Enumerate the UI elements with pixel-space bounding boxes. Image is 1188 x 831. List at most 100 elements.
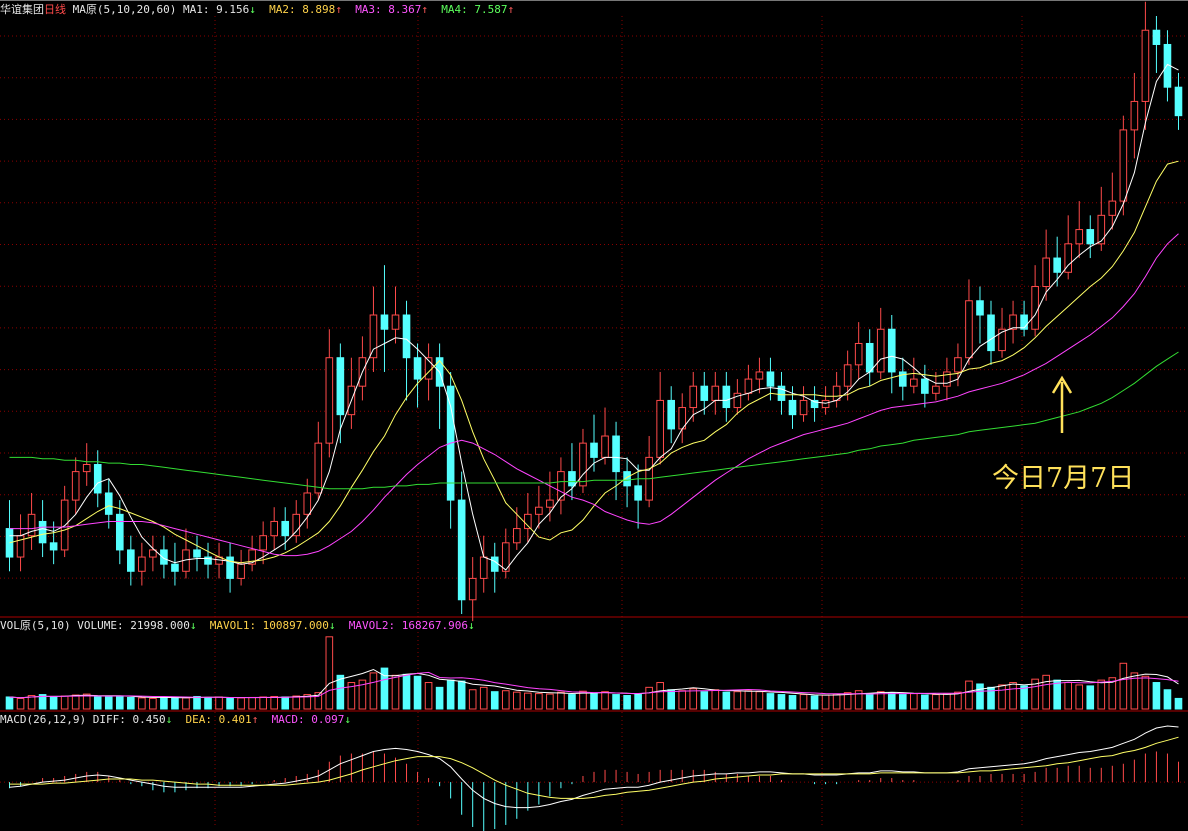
volume-bar — [347, 682, 356, 710]
volume-bar — [435, 686, 444, 710]
macd-header: MACD(26,12,9) DIFF: 0.450↓, DEA: 0.401↑,… — [0, 713, 352, 726]
candle-down — [1174, 86, 1183, 117]
candle-up — [27, 513, 36, 537]
volume-bar — [557, 691, 565, 710]
volume-bar — [678, 690, 687, 710]
volume-bar — [887, 692, 896, 710]
candle-down — [380, 314, 389, 330]
candle-up — [1119, 129, 1128, 202]
candle-down — [226, 556, 234, 579]
candle-down — [490, 556, 499, 572]
candle-up — [303, 492, 312, 515]
candle-down — [204, 556, 212, 565]
volume-bar — [204, 696, 212, 710]
volume-bar — [1163, 689, 1172, 710]
volume-bar — [16, 697, 25, 710]
volume-bar — [821, 694, 830, 710]
volume-bar — [579, 690, 587, 710]
candle-down — [281, 520, 290, 537]
candle-down — [722, 385, 731, 409]
volume-bar — [1152, 682, 1161, 710]
candle-down — [887, 328, 896, 373]
candle-up — [744, 378, 753, 394]
macd-params: MACD(26,12,9) — [0, 713, 87, 726]
volume-bar — [1009, 682, 1017, 710]
candle-up — [1031, 286, 1039, 330]
candle-up — [711, 385, 720, 401]
volume-bar — [259, 696, 267, 710]
candle-down — [115, 513, 124, 551]
volume-bar — [667, 689, 676, 710]
volume-bar — [380, 667, 389, 710]
candle-up — [501, 542, 510, 572]
volume-bar — [149, 697, 157, 710]
volume-arrow: ↓ — [189, 619, 197, 632]
volume-bar — [182, 697, 190, 710]
volume-bar — [898, 694, 907, 710]
volume-bar — [215, 696, 223, 710]
volume-bar — [512, 691, 521, 710]
volume-bar — [1042, 674, 1050, 710]
macd-diff-line — [9, 725, 1179, 809]
candle-down — [766, 371, 775, 387]
volume-bar — [248, 696, 256, 710]
period-label[interactable]: 日线 — [44, 3, 66, 16]
candle-up — [524, 513, 532, 530]
volume-bar — [568, 694, 576, 710]
volume-bar — [1119, 662, 1128, 710]
candle-up — [259, 535, 267, 551]
candle-down — [777, 385, 786, 401]
volume-bar — [237, 697, 245, 710]
volume-bar — [954, 691, 962, 710]
volume-bar — [226, 697, 234, 710]
candle-up — [1009, 314, 1017, 330]
volume-bar — [1097, 679, 1106, 710]
volume-bar — [281, 696, 290, 710]
candle-up — [82, 464, 91, 473]
candle-up — [755, 371, 764, 380]
candle-down — [921, 378, 929, 394]
candle-down — [667, 399, 676, 430]
volume-bar — [325, 636, 334, 710]
candle-up — [854, 342, 863, 366]
candle-down — [898, 371, 907, 387]
candle-up — [369, 314, 378, 359]
volume-bar — [5, 696, 14, 710]
volume-bar — [810, 695, 819, 710]
volume-ma-lines — [9, 668, 1179, 699]
volume-bar — [546, 693, 554, 710]
candle-down — [127, 549, 135, 572]
ma2-arrow: ↑ — [335, 3, 342, 16]
candle-down — [457, 499, 466, 601]
volume-bars — [5, 636, 1183, 710]
ma-line-ma4 — [9, 351, 1179, 490]
volume-bar — [27, 695, 36, 710]
volume-bar — [424, 682, 433, 710]
ma3-arrow: ↑ — [421, 3, 429, 16]
candle-down — [171, 563, 179, 572]
volume-bar — [490, 691, 499, 710]
dea-arrow: ↑ — [251, 713, 259, 726]
volume-bar — [501, 690, 510, 710]
candle-up — [270, 520, 278, 537]
candle-up — [1042, 257, 1050, 288]
candle-up — [876, 328, 885, 373]
volume-bar — [292, 695, 301, 710]
volume-bar — [1086, 685, 1095, 710]
candle-up — [546, 499, 554, 508]
volume-bar — [799, 694, 808, 710]
volume-bar — [60, 695, 69, 710]
candle-up — [1130, 100, 1139, 131]
candle-down — [623, 471, 631, 487]
candle-up — [468, 577, 477, 601]
candle-up — [512, 528, 521, 544]
candle-down — [93, 464, 102, 494]
volume-bar — [656, 682, 664, 710]
volume-bar — [700, 691, 709, 710]
candle-down — [568, 471, 576, 487]
candle-down — [49, 542, 58, 551]
candle-up — [1141, 29, 1150, 102]
price-header: 华谊集团日线 MA原(5,10,20,60) MA1: 9.156↓, MA2:… — [0, 3, 515, 16]
candle-up — [601, 435, 609, 458]
